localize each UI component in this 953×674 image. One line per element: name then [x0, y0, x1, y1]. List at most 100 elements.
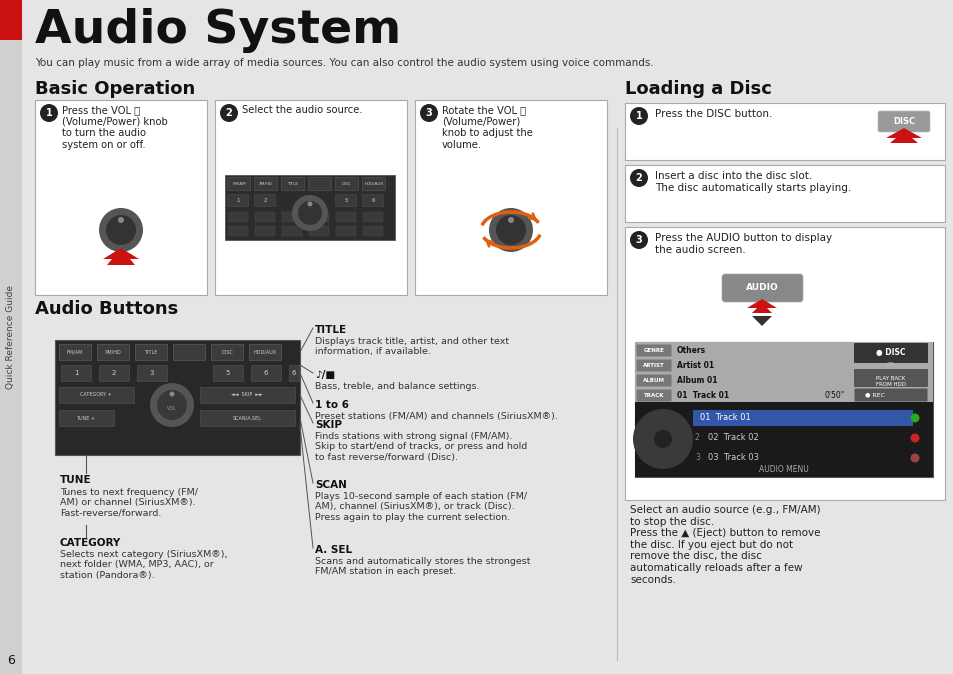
FancyBboxPatch shape: [853, 369, 927, 387]
FancyBboxPatch shape: [624, 103, 944, 160]
Circle shape: [909, 454, 919, 462]
Polygon shape: [751, 316, 771, 326]
FancyBboxPatch shape: [227, 195, 248, 206]
Text: A. SEL: A. SEL: [314, 545, 352, 555]
Text: Press the DISC button.: Press the DISC button.: [655, 109, 772, 119]
Circle shape: [220, 104, 237, 122]
Text: DISC: DISC: [342, 182, 352, 186]
Text: Loading a Disc: Loading a Disc: [624, 80, 771, 98]
Text: 6: 6: [7, 654, 15, 667]
Polygon shape: [103, 248, 139, 265]
FancyBboxPatch shape: [254, 212, 274, 222]
FancyBboxPatch shape: [61, 365, 91, 381]
Text: 2: 2: [695, 433, 699, 443]
FancyBboxPatch shape: [59, 410, 113, 426]
Text: 1: 1: [635, 111, 641, 121]
Circle shape: [633, 409, 692, 469]
Circle shape: [150, 383, 193, 427]
Text: PLAY BACK: PLAY BACK: [876, 375, 904, 381]
FancyBboxPatch shape: [335, 177, 358, 191]
Text: Tunes to next frequency (FM/
AM) or channel (SiriusXM®).
Fast-reverse/forward.: Tunes to next frequency (FM/ AM) or chan…: [60, 488, 198, 518]
Circle shape: [118, 217, 124, 223]
FancyBboxPatch shape: [362, 195, 383, 206]
FancyBboxPatch shape: [200, 410, 294, 426]
Circle shape: [292, 195, 328, 231]
Text: Basic Operation: Basic Operation: [35, 80, 195, 98]
Text: Others: Others: [677, 346, 705, 355]
FancyBboxPatch shape: [0, 0, 22, 40]
Text: ♪/■: ♪/■: [314, 370, 335, 380]
Circle shape: [496, 215, 525, 245]
FancyBboxPatch shape: [251, 365, 281, 381]
Circle shape: [40, 104, 58, 122]
FancyBboxPatch shape: [249, 344, 281, 360]
Text: FM/AM: FM/AM: [232, 182, 246, 186]
Text: ALBUM: ALBUM: [642, 378, 664, 383]
Circle shape: [106, 215, 136, 245]
FancyBboxPatch shape: [635, 402, 932, 477]
Text: CATEGORY: CATEGORY: [60, 538, 121, 548]
Text: HDD/AUX: HDD/AUX: [364, 182, 383, 186]
Circle shape: [629, 231, 647, 249]
FancyBboxPatch shape: [635, 342, 932, 402]
Text: 01  Track 01: 01 Track 01: [700, 414, 750, 423]
Text: Preset stations (FM/AM) and channels (SiriusXM®).: Preset stations (FM/AM) and channels (Si…: [314, 412, 558, 421]
Text: 1 to 6: 1 to 6: [314, 400, 349, 410]
FancyBboxPatch shape: [254, 177, 277, 191]
FancyBboxPatch shape: [636, 375, 671, 386]
Text: ● REC: ● REC: [864, 392, 884, 398]
Text: TITLE: TITLE: [287, 182, 298, 186]
Text: 6: 6: [371, 198, 375, 203]
Text: Selects next category (SiriusXM®),
next folder (WMA, MP3, AAC), or
station (Pand: Selects next category (SiriusXM®), next …: [60, 550, 227, 580]
Circle shape: [157, 390, 187, 420]
Text: GENRE: GENRE: [643, 348, 663, 353]
Text: You can play music from a wide array of media sources. You can also control the : You can play music from a wide array of …: [35, 58, 653, 68]
Text: Displays track title, artist, and other text
information, if available.: Displays track title, artist, and other …: [314, 337, 509, 357]
Circle shape: [507, 217, 514, 223]
FancyBboxPatch shape: [200, 387, 294, 403]
Text: TUNE +: TUNE +: [76, 415, 95, 421]
FancyBboxPatch shape: [624, 165, 944, 222]
FancyBboxPatch shape: [211, 344, 243, 360]
Text: SCAN: SCAN: [314, 480, 347, 490]
Text: FROM HDD: FROM HDD: [875, 381, 905, 386]
Text: SCAN/A.SEL: SCAN/A.SEL: [233, 415, 261, 421]
Text: 3: 3: [635, 235, 641, 245]
FancyBboxPatch shape: [0, 0, 22, 674]
Text: 0'50": 0'50": [824, 390, 844, 400]
FancyBboxPatch shape: [624, 227, 944, 500]
Text: 01  Track 01: 01 Track 01: [677, 391, 728, 400]
FancyBboxPatch shape: [362, 177, 385, 191]
FancyBboxPatch shape: [854, 388, 926, 402]
Text: ◄◄  SKIP  ►►: ◄◄ SKIP ►►: [231, 392, 263, 398]
FancyBboxPatch shape: [228, 212, 248, 222]
FancyBboxPatch shape: [282, 226, 302, 236]
Text: Finds stations with strong signal (FM/AM).
Skip to start/end of tracks, or press: Finds stations with strong signal (FM/AM…: [314, 432, 527, 462]
Text: XM/HD: XM/HD: [259, 182, 273, 186]
Circle shape: [654, 430, 671, 448]
Text: 2: 2: [635, 173, 641, 183]
Text: 2: 2: [112, 370, 116, 376]
Text: HDD/AUX: HDD/AUX: [253, 350, 276, 355]
FancyBboxPatch shape: [853, 343, 927, 363]
Text: Select the audio source.: Select the audio source.: [242, 105, 362, 115]
Text: Bass, treble, and balance settings.: Bass, treble, and balance settings.: [314, 382, 479, 391]
FancyBboxPatch shape: [254, 226, 274, 236]
FancyBboxPatch shape: [59, 344, 91, 360]
FancyBboxPatch shape: [415, 100, 606, 295]
Circle shape: [909, 433, 919, 443]
FancyBboxPatch shape: [335, 195, 356, 206]
FancyBboxPatch shape: [636, 390, 671, 402]
Text: TITLE: TITLE: [144, 350, 157, 355]
Text: ARTIST: ARTIST: [642, 363, 664, 368]
Circle shape: [297, 201, 322, 225]
Text: DISC: DISC: [892, 117, 914, 125]
Circle shape: [307, 202, 313, 206]
Text: 2: 2: [263, 198, 267, 203]
FancyBboxPatch shape: [55, 340, 299, 455]
FancyBboxPatch shape: [335, 226, 355, 236]
FancyBboxPatch shape: [335, 212, 355, 222]
Text: 3: 3: [150, 370, 154, 376]
Text: Plays 10-second sample of each station (FM/
AM), channel (SiriusXM®), or track (: Plays 10-second sample of each station (…: [314, 492, 527, 522]
Text: 1: 1: [236, 198, 239, 203]
